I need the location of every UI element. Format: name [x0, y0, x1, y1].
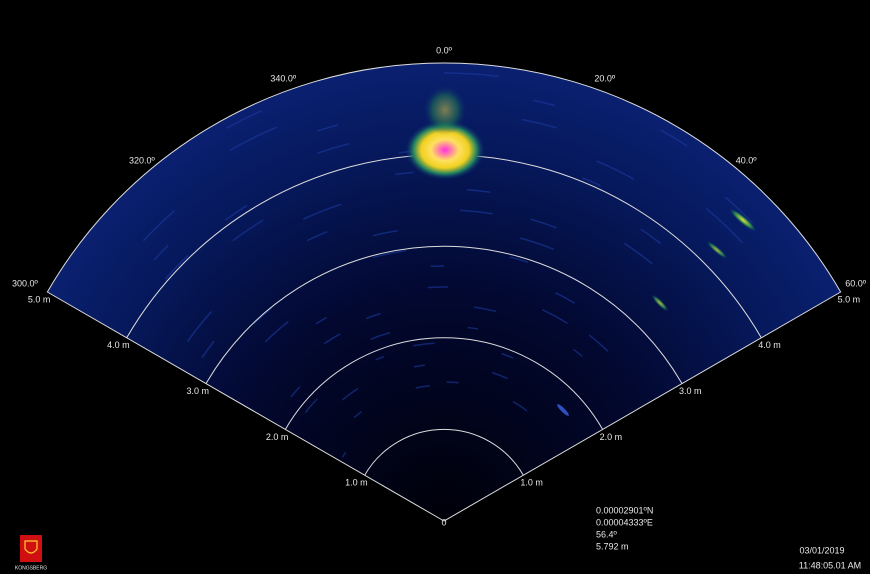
date: 03/01/2019: [799, 545, 844, 555]
range-label: 4.0 m: [758, 340, 781, 350]
logo-text: KONGSBERG: [15, 565, 47, 571]
readout-line: 0.00004333ºE: [596, 517, 653, 527]
speckle: [446, 382, 458, 383]
time: 11:48:05.01 AM: [799, 560, 861, 570]
range-label: 1.0 m: [345, 478, 368, 488]
range-label: 4.0 m: [107, 340, 130, 350]
bearing-label: 320.0º: [129, 155, 156, 165]
range-label: 5.0 m: [838, 294, 861, 304]
range-label: 1.0 m: [520, 478, 543, 488]
range-label: 5.0 m: [28, 294, 51, 304]
bearing-label: 300.0º: [12, 278, 39, 288]
range-label: 3.0 m: [679, 386, 702, 396]
readout-line: 5.792 m: [596, 541, 629, 551]
speckle: [428, 287, 448, 288]
readout-line: 0.00002901ºN: [596, 505, 653, 515]
echo: [423, 85, 467, 135]
range-label: 2.0 m: [266, 432, 289, 442]
bearing-label: 340.0º: [270, 74, 297, 84]
bearing-label: 20.0º: [594, 74, 616, 84]
page: 1.0 m 1.0 m 2.0 m 2.0 m 3.0 m 3.0 m 4.0 m 4.0 m…: [0, 0, 870, 574]
readout-line: 56.4º: [596, 529, 618, 539]
sonar-display: 1.0 m 1.0 m 2.0 m 2.0 m 3.0 m 3.0 m 4.0 m 4.0 m…: [0, 0, 870, 574]
bearing-label: 0.0º: [436, 45, 453, 55]
range-label: 3.0 m: [187, 386, 210, 396]
bearing-label: 60.0º: [845, 278, 867, 288]
logo: [20, 535, 42, 562]
range-label: 2.0 m: [600, 432, 623, 442]
apex-label: 0: [441, 517, 446, 527]
bearing-label: 40.0º: [736, 155, 758, 165]
